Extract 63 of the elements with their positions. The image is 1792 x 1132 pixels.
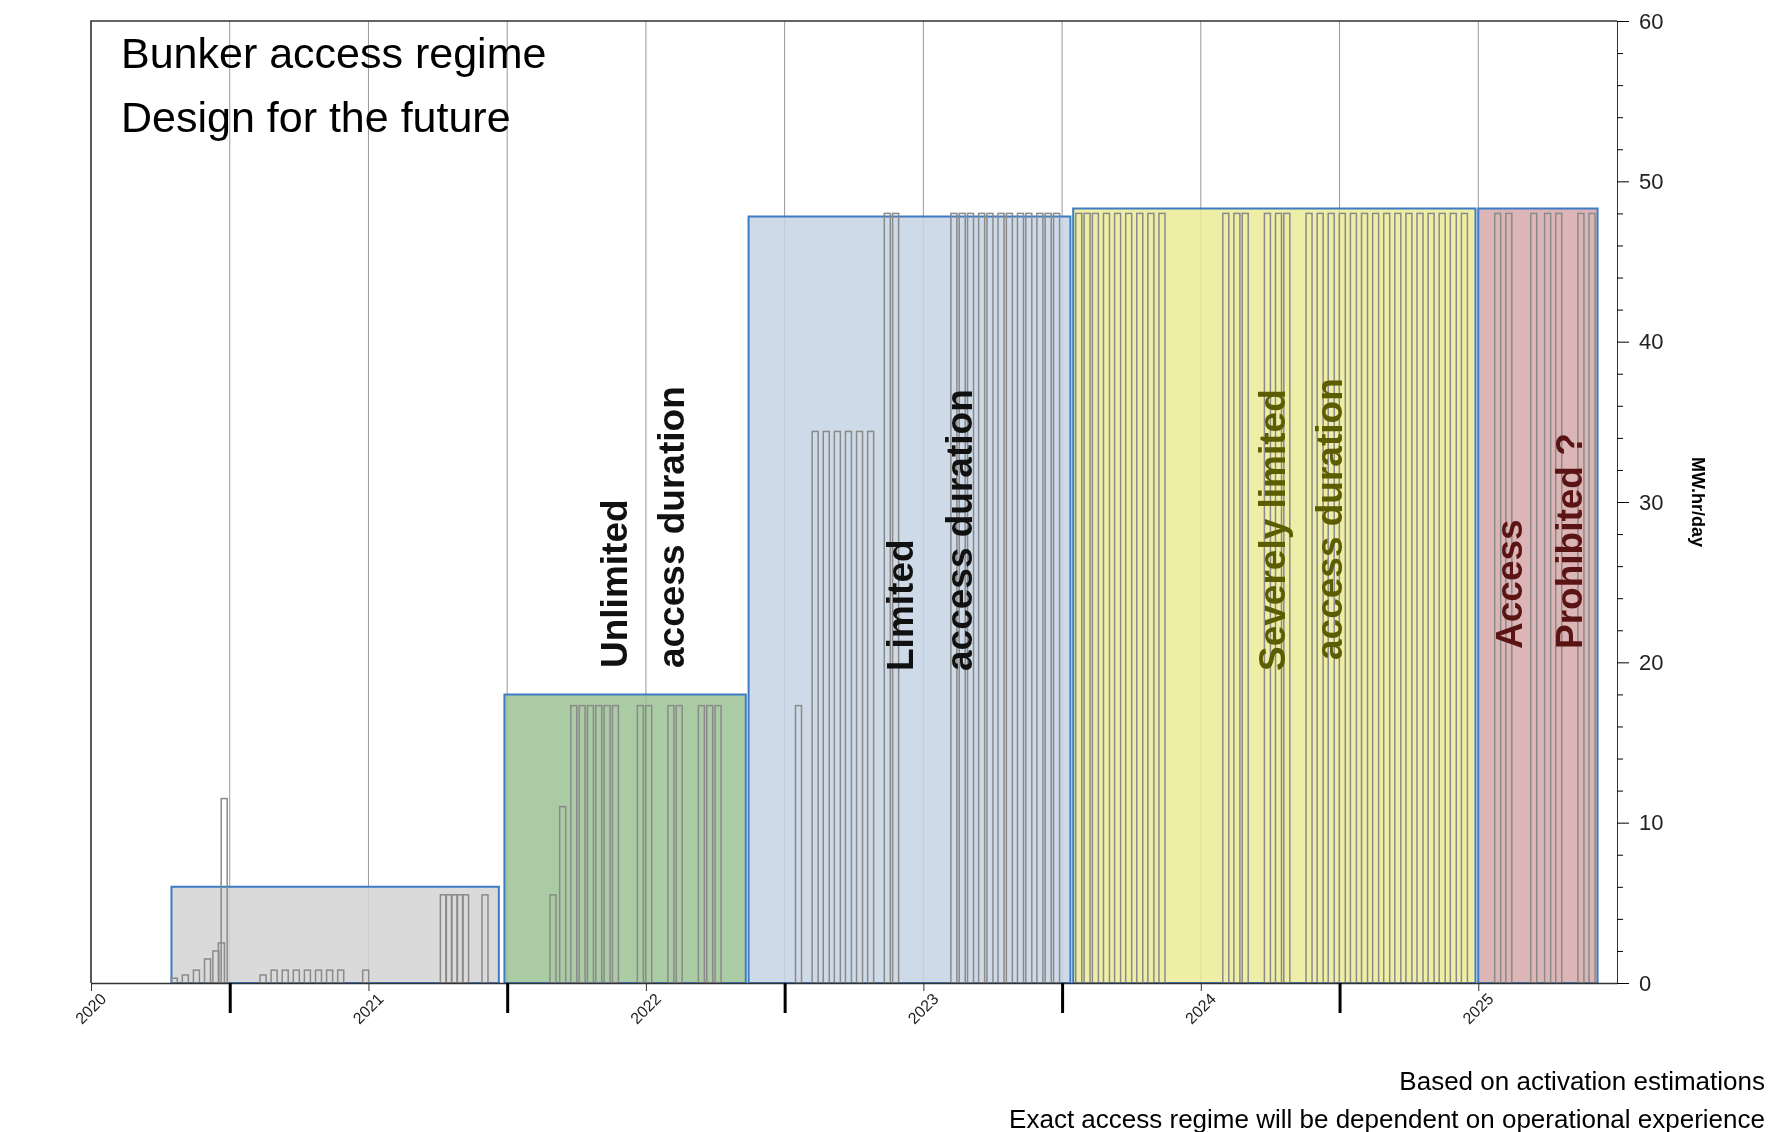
bar: [192, 969, 201, 984]
bar: [1222, 212, 1230, 984]
bar: [1113, 212, 1122, 984]
bar: [1147, 212, 1155, 984]
bar: [1405, 212, 1413, 984]
bar: [1588, 212, 1596, 984]
bar: [1449, 212, 1458, 984]
annotation: Unlimited: [593, 499, 635, 668]
bar: [1136, 212, 1144, 984]
bar: [1394, 212, 1402, 984]
bar: [822, 430, 831, 984]
bar: [303, 969, 312, 984]
y-tick-label: 20: [1639, 649, 1664, 675]
annotation: access duration: [1308, 378, 1350, 660]
annotation: Access: [1488, 519, 1530, 649]
annotation: access duration: [650, 386, 692, 668]
bar: [259, 974, 267, 984]
y-tick-label: 50: [1639, 168, 1664, 194]
bar: [855, 430, 864, 984]
text: Based on activation estimations: [1399, 1066, 1765, 1096]
annotation: access duration: [938, 389, 980, 671]
bar: [181, 974, 190, 984]
bar: [361, 969, 370, 984]
bar: [794, 704, 803, 984]
bar: [558, 805, 567, 984]
y-tick-label: 30: [1639, 489, 1664, 515]
bar: [1438, 212, 1446, 984]
bar: [281, 969, 289, 984]
y-axis-title: MW.hr/day: [1688, 456, 1708, 548]
bar: [325, 969, 334, 984]
bar: [1349, 212, 1358, 984]
bar: [314, 969, 323, 984]
bar: [1158, 212, 1166, 984]
bar: [1371, 212, 1380, 984]
bar: [866, 430, 875, 984]
bar: [481, 894, 489, 984]
y-tick-label: 10: [1639, 810, 1664, 836]
bar: [549, 894, 557, 984]
bar: [1305, 212, 1313, 984]
bar: [1543, 212, 1552, 984]
y-tick-label: 0: [1639, 970, 1652, 996]
chart-title: Bunker access regime: [121, 29, 547, 77]
bar: [1360, 212, 1369, 984]
y-tick-label: 40: [1639, 329, 1664, 355]
bar: [1124, 212, 1133, 984]
bar: [336, 969, 345, 984]
bar: [844, 430, 853, 984]
bar: [1530, 212, 1538, 984]
y-tick-label: 60: [1639, 8, 1664, 34]
annotation: Limited: [879, 539, 921, 671]
bar: [1460, 212, 1469, 984]
annotation: Prohibited ?: [1548, 433, 1590, 649]
bar: [292, 969, 301, 984]
bar: [270, 969, 278, 984]
bar: [170, 977, 178, 984]
bar: [833, 430, 842, 984]
annotation: Severely limited: [1251, 389, 1293, 671]
bar: [1102, 212, 1111, 984]
bar: [1382, 212, 1391, 984]
bar: [1416, 212, 1424, 984]
text: Design for the future: [121, 93, 511, 141]
bar: [811, 430, 819, 984]
bar: [1427, 212, 1435, 984]
